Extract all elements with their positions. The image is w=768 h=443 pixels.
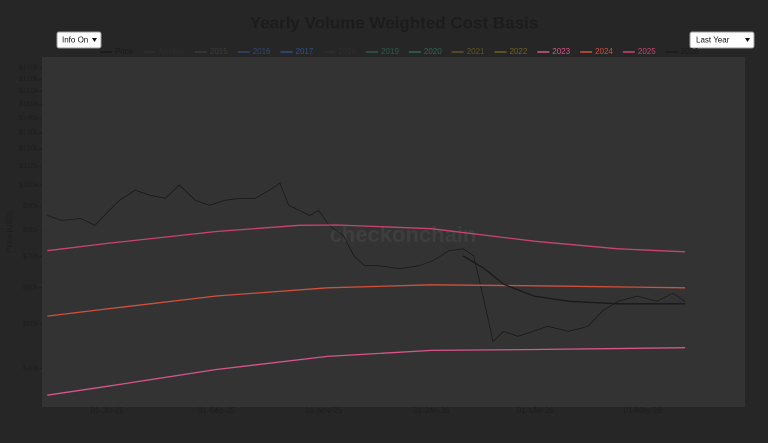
y-tick-label: $180k	[19, 65, 39, 72]
legend-item[interactable]: 2022	[494, 47, 528, 56]
legend-item[interactable]: 2019	[366, 47, 399, 56]
y-tick-label: $50k	[23, 321, 39, 328]
dropdown-box[interactable]	[689, 31, 755, 49]
legend-label[interactable]: 2017	[296, 47, 314, 56]
y-tick-label: $100k	[19, 182, 39, 189]
y-tick-label: $90k	[23, 203, 39, 210]
legend-label[interactable]: 2025	[638, 47, 656, 56]
legend-label[interactable]: 2024	[595, 47, 613, 56]
dropdown-arrow[interactable]	[92, 38, 97, 42]
series-line	[47, 284, 686, 317]
dropdown-label[interactable]: Info On	[62, 36, 88, 45]
series-line	[47, 182, 686, 343]
legend-item[interactable]: 2023	[537, 47, 571, 56]
y-tick-label: $130k	[19, 130, 39, 137]
range-dropdown[interactable]: Last Year	[689, 31, 755, 49]
y-tick-label: $140k	[19, 115, 39, 122]
legend-label[interactable]: 2022	[509, 47, 527, 56]
legend-label[interactable]: 2023	[552, 47, 570, 56]
y-tick-label: $110k	[19, 163, 38, 170]
x-tick-label: 01-Jan-26	[413, 406, 450, 415]
y-tick-label: $60k	[23, 284, 39, 291]
legend-label[interactable]: Price	[115, 47, 134, 56]
dropdown-arrow[interactable]	[745, 38, 750, 42]
legend-label[interactable]: 2026	[681, 47, 699, 56]
legend-item[interactable]: 2020	[408, 47, 442, 56]
legend-item[interactable]: 2026	[665, 47, 699, 56]
x-tick-label: 01-Nov-25	[305, 406, 343, 415]
legend-item[interactable]: 2024	[580, 47, 613, 56]
plot-layer: $40k $50k $60k $70k $80k $90k $100k $110k $120k $…	[19, 65, 686, 415]
legend-label[interactable]: 2018	[338, 47, 356, 56]
y-tick-label: $70k	[23, 253, 39, 260]
legend: Price All-time 2015 2016 2017 2018 2019 2020 202…	[100, 47, 699, 56]
info-dropdown[interactable]: Info On	[56, 31, 102, 49]
legend-item[interactable]: 2021	[451, 47, 485, 56]
legend-label[interactable]: 2019	[381, 47, 399, 56]
chart-title: Yearly Volume Weighted Cost Basis	[250, 13, 538, 32]
y-tick-label: $160k	[19, 88, 39, 95]
legend-item[interactable]: 2018	[323, 47, 357, 56]
legend-item[interactable]: 2025	[622, 47, 656, 56]
x-tick-label: 01-Mar-26	[517, 406, 554, 415]
y-tick-label: $80k	[23, 227, 39, 234]
legend-item[interactable]: 2016	[237, 47, 271, 56]
legend-label[interactable]: 2020	[424, 47, 442, 56]
x-tick-label: 01-Jul-25	[91, 406, 125, 415]
legend-label[interactable]: 2015	[210, 47, 228, 56]
series-line	[47, 224, 686, 253]
y-tick-label: $150k	[19, 101, 39, 108]
dropdown-box[interactable]	[56, 31, 102, 49]
y-tick-label: $120k	[19, 146, 39, 153]
dropdown-label[interactable]: Last Year	[696, 36, 730, 45]
x-tick-label: 01-Sep-25	[198, 406, 236, 415]
y-axis-label: Price [USD]	[5, 211, 14, 253]
legend-label[interactable]: 2021	[467, 47, 485, 56]
legend-item[interactable]: All-time	[143, 47, 185, 56]
series-line	[462, 255, 686, 305]
series-line	[47, 347, 686, 396]
x-tick-label: 01-May-26	[624, 406, 663, 415]
legend-item[interactable]: 2015	[194, 47, 228, 56]
y-tick-label: $40k	[23, 365, 39, 372]
legend-label[interactable]: 2016	[253, 47, 271, 56]
legend-item[interactable]: 2017	[280, 47, 314, 56]
y-tick-label: $170k	[19, 76, 39, 83]
legend-item[interactable]: Price	[100, 47, 134, 56]
legend-label[interactable]: All-time	[158, 47, 185, 56]
